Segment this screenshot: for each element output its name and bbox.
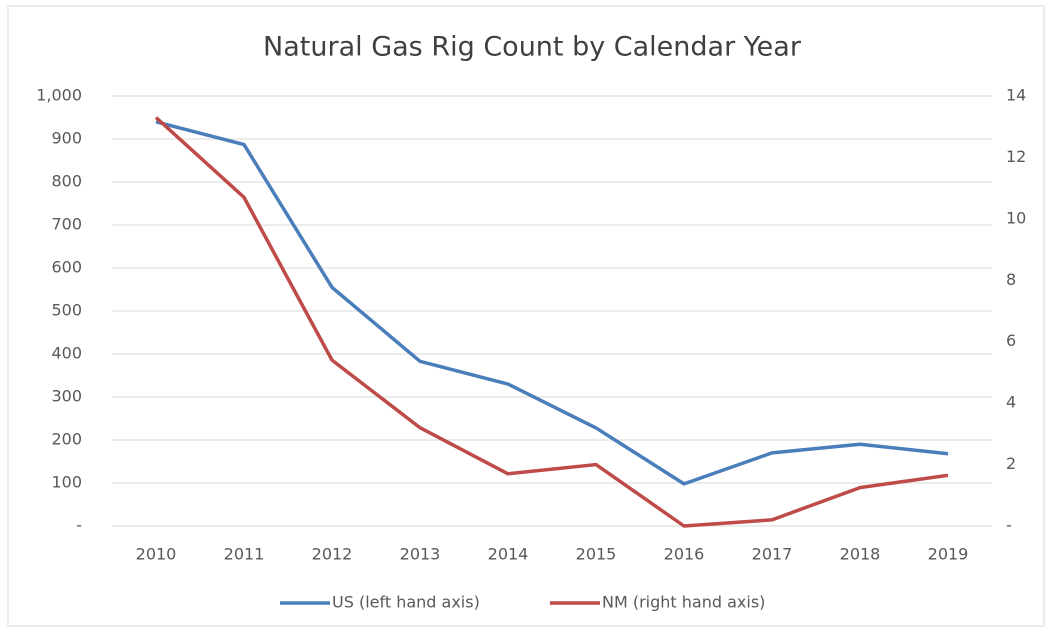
x-tick-label: 2018 bbox=[840, 545, 881, 564]
y2-tick-label: 6 bbox=[1006, 331, 1016, 350]
x-tick-label: 2019 bbox=[928, 545, 969, 564]
chart-border bbox=[7, 5, 1045, 627]
y-tick-label: 300 bbox=[51, 387, 82, 406]
x-tick-label: 2010 bbox=[136, 545, 177, 564]
x-tick-label: 2012 bbox=[312, 545, 353, 564]
y2-tick-label: - bbox=[1006, 516, 1012, 535]
y2-tick-label: 12 bbox=[1006, 147, 1026, 166]
y2-tick-label: 2 bbox=[1006, 454, 1016, 473]
legend-label: NM (right hand axis) bbox=[602, 593, 765, 612]
x-tick-label: 2017 bbox=[752, 545, 793, 564]
x-tick-label: 2016 bbox=[664, 545, 705, 564]
y-tick-label: 900 bbox=[51, 129, 82, 148]
y-tick-label: 1,000 bbox=[36, 86, 82, 105]
chart-title: Natural Gas Rig Count by Calendar Year bbox=[263, 32, 802, 63]
y-tick-label: 600 bbox=[51, 258, 82, 277]
y2-tick-label: 8 bbox=[1006, 270, 1016, 289]
series-line bbox=[154, 116, 949, 528]
y-tick-label: 200 bbox=[51, 430, 82, 449]
y-tick-label: 500 bbox=[51, 301, 82, 320]
legend-label: US (left hand axis) bbox=[332, 593, 480, 612]
y-tick-label: - bbox=[76, 516, 82, 535]
y-tick-label: 400 bbox=[51, 344, 82, 363]
y2-tick-label: 10 bbox=[1006, 208, 1026, 227]
y-tick-label: 100 bbox=[51, 473, 82, 492]
x-tick-label: 2013 bbox=[400, 545, 441, 564]
y2-tick-label: 14 bbox=[1006, 86, 1026, 105]
x-tick-label: 2011 bbox=[224, 545, 265, 564]
x-tick-label: 2015 bbox=[576, 545, 617, 564]
y-tick-label: 700 bbox=[51, 215, 82, 234]
y2-tick-label: 4 bbox=[1006, 393, 1016, 412]
x-tick-label: 2014 bbox=[488, 545, 529, 564]
series-line bbox=[155, 120, 949, 486]
y-tick-label: 800 bbox=[51, 172, 82, 191]
